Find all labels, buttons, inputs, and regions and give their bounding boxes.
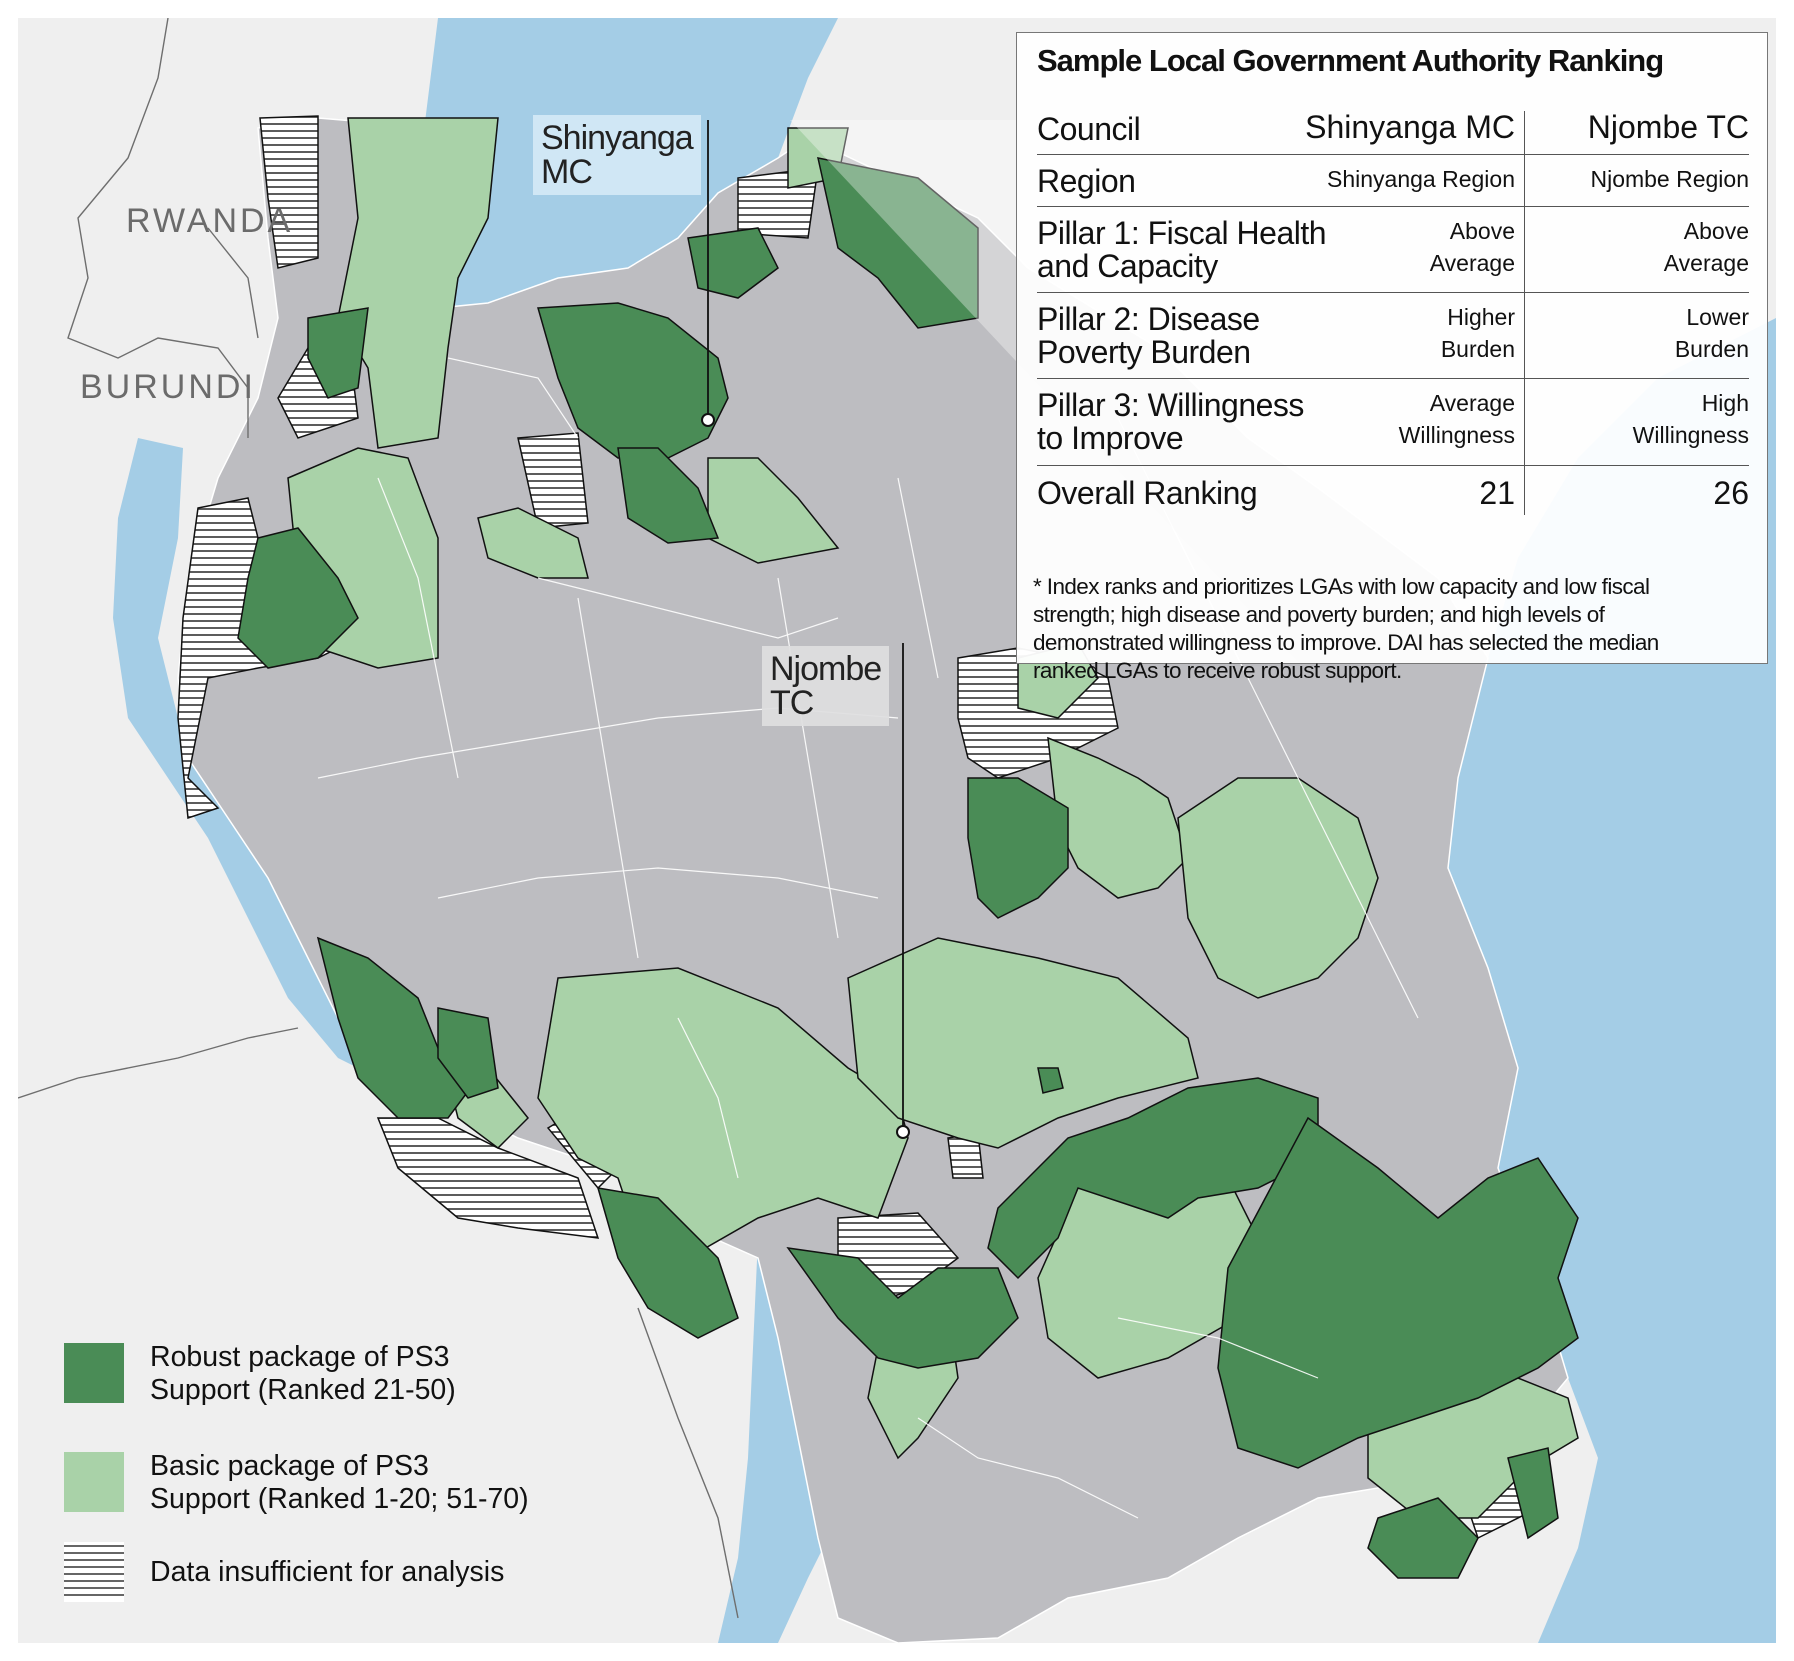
shinyanga-callout: Shinyanga MC xyxy=(533,115,701,195)
column-divider xyxy=(1524,111,1525,515)
legend-hatched-swatch xyxy=(64,1542,124,1602)
header-row: Council Shinyanga MC Njombe TC xyxy=(1037,111,1749,151)
pillar1-njombe: Above Average xyxy=(1549,215,1749,279)
pillar3-shinyanga: Average Willingness xyxy=(1285,387,1515,451)
robust-package-regions xyxy=(237,157,1579,1579)
shinyanga-marker xyxy=(701,413,715,427)
overall-njombe: 26 xyxy=(1713,475,1749,511)
rwanda-label: RWANDA xyxy=(126,202,294,240)
pillar3-njombe: High Willingness xyxy=(1549,387,1749,451)
pillar2-njombe: Lower Burden xyxy=(1549,301,1749,365)
pillar1-njombe-line2: Average xyxy=(1663,250,1749,276)
pillar1-shinyanga-line2: Average xyxy=(1429,250,1515,276)
footnote-line3: demonstrated willingness to improve. DAI… xyxy=(1033,630,1659,655)
legend-robust-label: Robust package of PS3 Support (Ranked 21… xyxy=(150,1341,456,1407)
overall-row: Overall Ranking 21 26 xyxy=(1037,473,1749,513)
pillar1-shinyanga: Above Average xyxy=(1285,215,1515,279)
overall-label: Overall Ranking xyxy=(1037,475,1258,511)
pillar3-shinyanga-line1: Average xyxy=(1429,390,1515,416)
legend-robust-swatch xyxy=(64,1343,124,1403)
pillar2-label-line1: Pillar 2: Disease xyxy=(1037,301,1260,337)
pillar2-njombe-line1: Lower xyxy=(1686,304,1749,330)
shinyanga-callout-line1: Shinyanga xyxy=(541,119,694,157)
row-divider xyxy=(1037,292,1749,293)
njombe-callout-line2: TC xyxy=(770,684,814,722)
pillar1-njombe-line1: Above xyxy=(1683,218,1749,244)
region-label: Region xyxy=(1037,163,1136,199)
district-boundaries xyxy=(317,357,1419,1519)
legend-basic-line2: Support (Ranked 1-20; 51-70) xyxy=(150,1483,529,1515)
legend-basic-label: Basic package of PS3 Support (Ranked 1-2… xyxy=(150,1450,529,1516)
row-divider xyxy=(1037,206,1749,207)
international-borders xyxy=(18,18,739,1619)
header-council-label: Council xyxy=(1037,111,1141,147)
pillar2-shinyanga-line1: Higher xyxy=(1447,304,1515,330)
row-divider xyxy=(1037,465,1749,466)
pillar2-shinyanga: Higher Burden xyxy=(1285,301,1515,365)
pillar2-njombe-line2: Burden xyxy=(1674,336,1749,362)
legend-hatched-line1: Data insufficient for analysis xyxy=(150,1556,505,1588)
pillar2-label: Pillar 2: Disease Poverty Burden xyxy=(1037,303,1260,369)
pillar3-label: Pillar 3: Willingness to Improve xyxy=(1037,389,1304,455)
footnote-line4: ranked LGAs to receive robust support. xyxy=(1033,658,1402,683)
footnote-line1: * Index ranks and prioritizes LGAs with … xyxy=(1033,574,1650,599)
njombe-callout: Njombe TC xyxy=(762,646,890,726)
overall-shinyanga: 21 xyxy=(1479,475,1515,511)
legend-hatched-label: Data insufficient for analysis xyxy=(150,1556,504,1589)
ranking-panel: Sample Local Government Authority Rankin… xyxy=(1016,32,1768,683)
pillar2-shinyanga-line2: Burden xyxy=(1440,336,1515,362)
legend-basic-swatch xyxy=(64,1452,124,1512)
pillar2-label-line2: Poverty Burden xyxy=(1037,334,1251,370)
pillar1-label-line2: and Capacity xyxy=(1037,248,1218,284)
burundi-label: BURUNDI xyxy=(80,368,256,406)
pillar1-label-line1: Pillar 1: Fiscal Health xyxy=(1037,215,1327,251)
pillar3-njombe-line1: High xyxy=(1701,390,1749,416)
pillar3-label-line1: Pillar 3: Willingness xyxy=(1037,387,1304,423)
legend-basic-line1: Basic package of PS3 xyxy=(150,1450,429,1482)
njombe-callout-line1: Njombe xyxy=(770,650,882,688)
region-shinyanga: Shinyanga Region xyxy=(1327,166,1515,192)
pillar3-row: Pillar 3: Willingness to Improve Average… xyxy=(1037,385,1749,461)
shinyanga-callout-line2: MC xyxy=(541,153,593,191)
footnote-line2: strength; high disease and poverty burde… xyxy=(1033,602,1605,627)
panel-title: Sample Local Government Authority Rankin… xyxy=(1037,43,1664,78)
row-divider xyxy=(1037,378,1749,379)
pillar2-row: Pillar 2: Disease Poverty Burden Higher … xyxy=(1037,299,1749,375)
callout-leaders xyxy=(701,120,910,1139)
panel-footnote: * Index ranks and prioritizes LGAs with … xyxy=(1033,573,1753,685)
legend-robust-line2: Support (Ranked 21-50) xyxy=(150,1374,456,1406)
pillar1-row: Pillar 1: Fiscal Health and Capacity Abo… xyxy=(1037,213,1749,289)
pillar1-shinyanga-line1: Above xyxy=(1449,218,1515,244)
region-njombe: Njombe Region xyxy=(1590,166,1749,192)
pillar1-label: Pillar 1: Fiscal Health and Capacity xyxy=(1037,215,1327,284)
header-njombe: Njombe TC xyxy=(1587,109,1749,145)
pillar3-shinyanga-line2: Willingness xyxy=(1398,422,1515,448)
pillar3-label-line2: to Improve xyxy=(1037,420,1184,456)
pillar3-njombe-line2: Willingness xyxy=(1632,422,1749,448)
region-row: Region Shinyanga Region Njombe Region xyxy=(1037,161,1749,201)
legend-robust-line1: Robust package of PS3 xyxy=(150,1341,450,1373)
njombe-marker xyxy=(896,1125,910,1139)
row-divider xyxy=(1037,154,1749,155)
header-shinyanga: Shinyanga MC xyxy=(1305,109,1515,145)
